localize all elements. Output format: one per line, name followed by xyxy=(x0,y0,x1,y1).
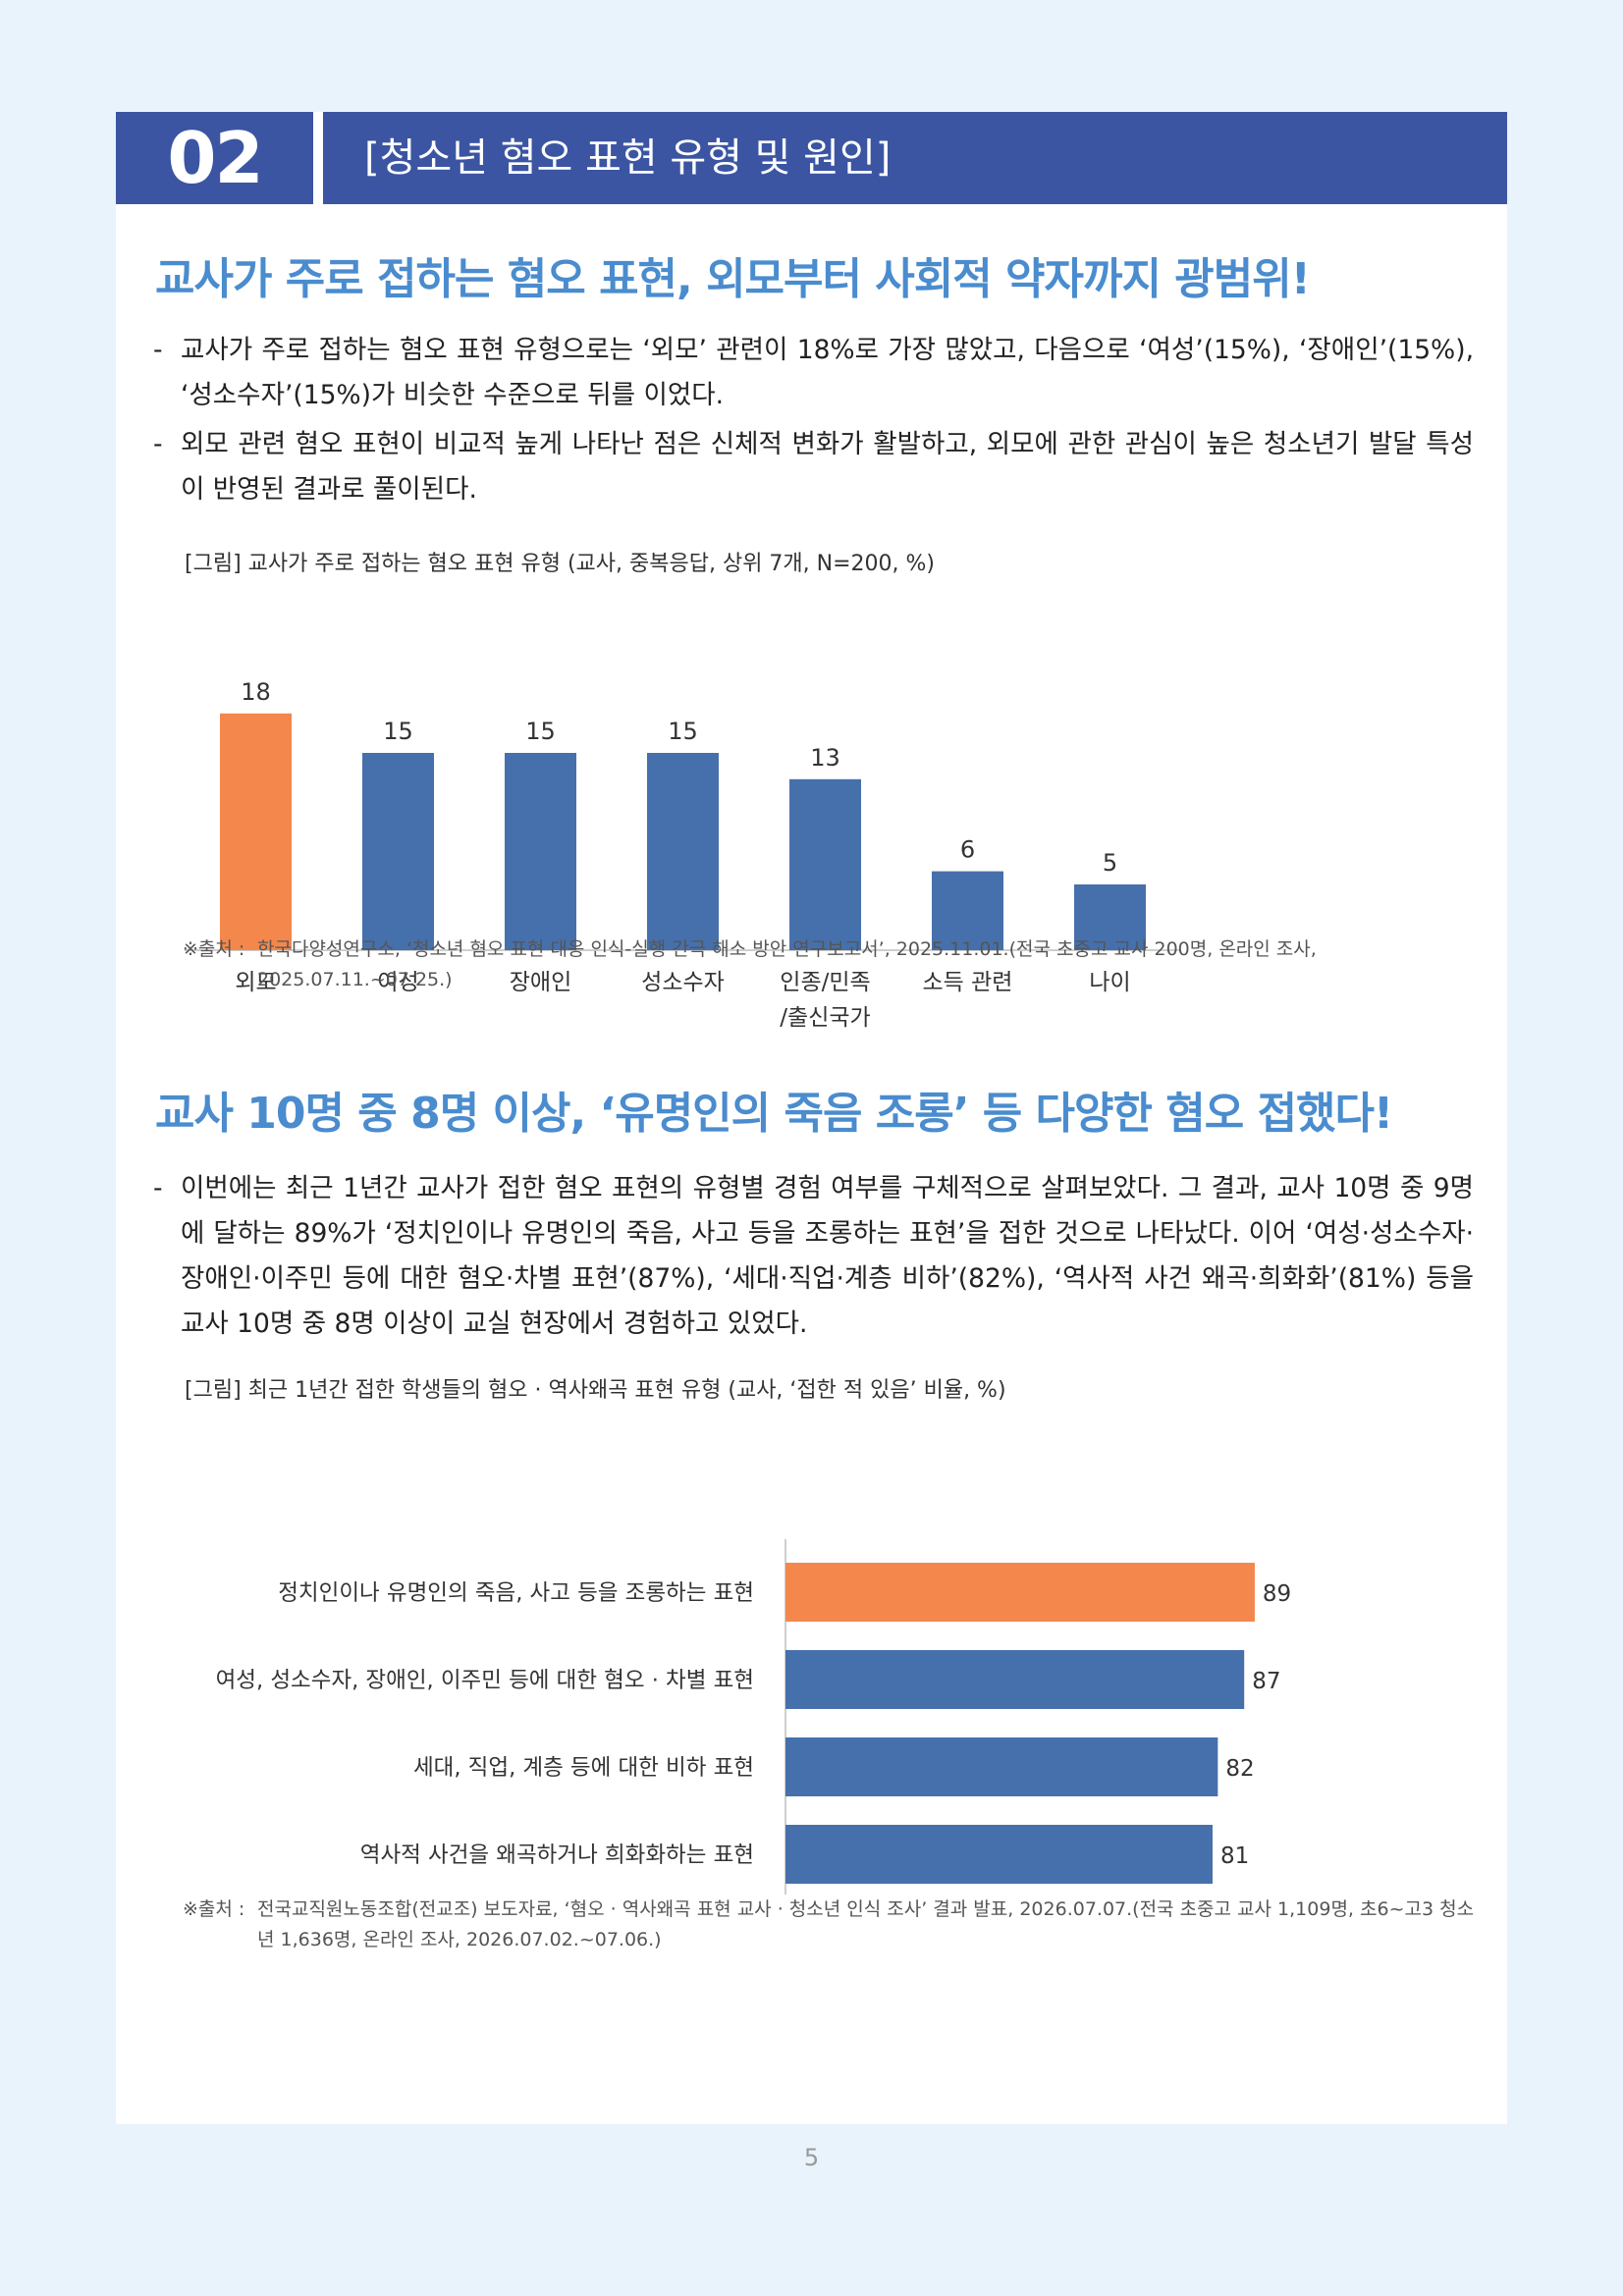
bullet-text: 교사가 주로 접하는 혐오 표현 유형으로는 ‘외모’ 관련이 18%로 가장 … xyxy=(181,335,1474,410)
bar-value-label: 89 xyxy=(1263,1581,1291,1607)
bar xyxy=(505,753,576,950)
bar xyxy=(785,1563,1255,1622)
category-label: 장애인 xyxy=(510,970,571,995)
bullet-text: 외모 관련 혐오 표현이 비교적 높게 나타난 점은 신체적 변화가 활발하고,… xyxy=(181,429,1474,505)
figure-caption-2: [그림] 최근 1년간 접한 학생들의 혐오 · 역사왜곡 표현 유형 (교사,… xyxy=(185,1378,1006,1403)
horizontal-bar-chart: 89 정치인이나 유명인의 죽음, 사고 등을 조롱하는 표현 87 여성, 성소수자… xyxy=(216,1539,1291,1895)
page-number: 5 xyxy=(803,2144,820,2171)
bar-value-label: 82 xyxy=(1225,1756,1254,1782)
category-label: 소득 관련 xyxy=(923,970,1013,995)
source-text: 한국다양성연구소, ‘청소년 혐오 표현 대응 인식-실행 간극 해소 방안 연… xyxy=(257,938,1317,990)
bar-value-label: 15 xyxy=(383,718,413,745)
source-text: 전국교직원노동조합(전교조) 보도자료, ‘혐오 · 역사왜곡 표현 교사 · … xyxy=(257,1898,1475,1950)
bar-value-label: 5 xyxy=(1103,849,1117,877)
bar-value-label: 81 xyxy=(1220,1843,1249,1869)
bar xyxy=(1074,884,1146,950)
figure-caption-1: [그림] 교사가 주로 접하는 혐오 표현 유형 (교사, 중복응답, 상위 7… xyxy=(185,552,936,576)
bar xyxy=(785,1650,1245,1709)
category-label: 성소수자 xyxy=(641,970,725,995)
bullet-dash: - xyxy=(153,429,163,459)
section-title: [청소년 혐오 표현 유형 및 원인] xyxy=(323,112,1507,204)
bar xyxy=(785,1737,1218,1796)
bar xyxy=(785,1825,1213,1884)
bullet-dash: - xyxy=(153,1173,163,1203)
category-label: 나이 xyxy=(1089,970,1130,995)
bar xyxy=(789,778,861,950)
source-label: ※출처 : xyxy=(183,938,245,960)
category-label: 정치인이나 유명인의 죽음, 사고 등을 조롱하는 표현 xyxy=(278,1580,754,1606)
bullet-1-1: - 교사가 주로 접하는 혐오 표현 유형으로는 ‘외모’ 관련이 18%로 가… xyxy=(153,328,1474,418)
category-label: 세대, 직업, 계층 등에 대한 비하 표현 xyxy=(413,1755,754,1781)
headline-2: 교사 10명 중 8명 이상, ‘유명인의 죽음 조롱’ 등 다양한 혐오 접했… xyxy=(155,1089,1393,1139)
section-number: 02 xyxy=(116,112,313,204)
category-label: 역사적 사건을 왜곡하거나 희화화하는 표현 xyxy=(360,1842,754,1868)
bar-value-label: 87 xyxy=(1252,1669,1280,1694)
bar-value-label: 6 xyxy=(960,836,975,864)
bullet-2-1: - 이번에는 최근 1년간 교사가 접한 혐오 표현의 유형별 경험 여부를 구… xyxy=(153,1166,1474,1347)
category-label: 외모 xyxy=(235,970,276,995)
headline-1: 교사가 주로 접하는 혐오 표현, 외모부터 사회적 약자까지 광범위! xyxy=(155,254,1311,304)
category-label: 여성, 성소수자, 장애인, 이주민 등에 대한 혐오 · 차별 표현 xyxy=(216,1668,754,1693)
bar-value-label: 15 xyxy=(668,718,698,745)
source-note-1: ※출처 : 한국다양성연구소, ‘청소년 혐오 표현 대응 인식-실행 간극 해… xyxy=(183,934,1488,995)
bar-value-label: 13 xyxy=(810,744,840,772)
bullet-dash: - xyxy=(153,335,163,365)
bar xyxy=(362,753,434,950)
source-label: ※출처 : xyxy=(183,1898,245,1920)
bar-value-label: 15 xyxy=(525,718,556,745)
bar xyxy=(220,713,292,950)
category-label: 인종/민족/출신국가 xyxy=(780,970,870,1031)
bullet-text: 이번에는 최근 1년간 교사가 접한 혐오 표현의 유형별 경험 여부를 구체적… xyxy=(181,1173,1474,1339)
vertical-bar-chart: 18 외모 15 여성 15 장애인 15 성소수자 13 인종/민족/출신국가 6 소득 관련 5 나이 xyxy=(185,678,1181,1031)
section-header: 02 [청소년 혐오 표현 유형 및 원인] xyxy=(116,112,1507,204)
category-label: 여성 xyxy=(377,970,418,995)
page-sheet: 02 [청소년 혐오 표현 유형 및 원인] 교사가 주로 접하는 혐오 표현,… xyxy=(116,112,1507,2124)
bar xyxy=(932,871,1003,950)
bullet-1-2: - 외모 관련 혐오 표현이 비교적 높게 나타난 점은 신체적 변화가 활발하… xyxy=(153,422,1474,512)
source-note-2: ※출처 : 전국교직원노동조합(전교조) 보도자료, ‘혐오 · 역사왜곡 표현… xyxy=(183,1895,1488,1955)
bar-value-label: 18 xyxy=(241,678,271,706)
bar xyxy=(647,753,719,950)
